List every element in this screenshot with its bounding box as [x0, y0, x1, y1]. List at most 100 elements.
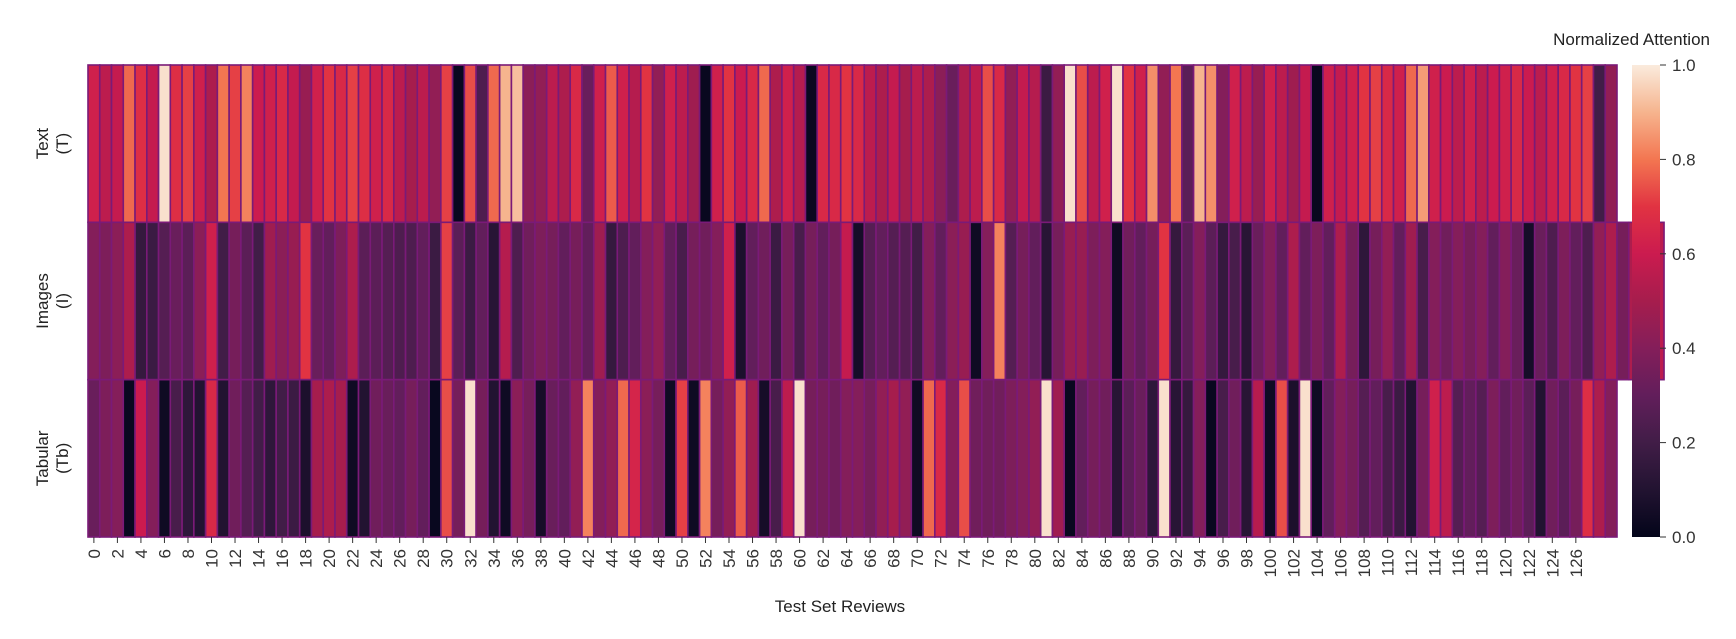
heatmap-cell: [204, 64, 219, 224]
heatmap-cell: [1075, 221, 1089, 381]
heatmap-cell: [1451, 64, 1465, 224]
heatmap-cell: [1428, 64, 1442, 224]
heatmap-cell: [745, 64, 760, 224]
x-tick-label: 96: [1214, 549, 1233, 568]
heatmap-cell: [522, 378, 536, 538]
heatmap-cell: [1228, 64, 1242, 224]
heatmap-cell: [1063, 378, 1077, 538]
heatmap-cell: [863, 221, 877, 381]
heatmap-cell: [1039, 64, 1054, 224]
heatmap-cell: [581, 221, 595, 381]
heatmap-cell: [1216, 64, 1230, 224]
heatmap-cell: [1275, 221, 1289, 381]
heatmap-cell: [1063, 221, 1077, 381]
x-tick-label: 50: [673, 549, 692, 568]
heatmap-cell: [440, 64, 454, 224]
heatmap-cell: [1463, 378, 1477, 538]
heatmap-cell: [251, 221, 266, 381]
heatmap-cell: [1286, 64, 1301, 224]
colorbar-tick-label: 0.8: [1672, 150, 1696, 169]
heatmap-cell: [545, 221, 560, 381]
heatmap-cell: [757, 221, 771, 381]
x-tick-label: 52: [696, 549, 715, 568]
heatmap-cell: [1145, 378, 1160, 538]
heatmap-cell: [1286, 221, 1301, 381]
heatmap-cell: [1416, 221, 1430, 381]
x-tick-label: 0: [85, 549, 104, 558]
heatmap-cell: [298, 64, 313, 224]
colorbar-tick-label: 1.0: [1672, 56, 1696, 75]
heatmap-cells: [87, 64, 1665, 538]
heatmap-cell: [345, 378, 360, 538]
heatmap-cell: [957, 221, 971, 381]
heatmap-cell: [969, 64, 983, 224]
heatmap-cell: [169, 221, 183, 381]
heatmap-cell: [216, 64, 230, 224]
heatmap-cell: [110, 64, 125, 224]
heatmap-cell: [1580, 64, 1595, 224]
heatmap-cell: [945, 221, 960, 381]
x-tick-label: 46: [626, 549, 645, 568]
heatmap-cell: [1322, 378, 1336, 538]
heatmap-cell: [204, 378, 219, 538]
heatmap-cell: [251, 378, 266, 538]
x-tick-label: 58: [767, 549, 786, 568]
x-tick-label: 14: [250, 549, 269, 568]
heatmap-cell: [1028, 378, 1042, 538]
heatmap-cell: [934, 378, 948, 538]
heatmap-cell: [98, 221, 113, 381]
heatmap-cell: [1181, 378, 1195, 538]
x-tick-label: 118: [1473, 549, 1492, 576]
heatmap-cell: [381, 221, 395, 381]
heatmap-cell: [1298, 378, 1313, 538]
heatmap-cell: [1192, 64, 1207, 224]
heatmap-cell: [1533, 221, 1548, 381]
heatmap-cell: [616, 64, 630, 224]
heatmap-cell: [1569, 221, 1583, 381]
heatmap-cell: [710, 64, 724, 224]
heatmap-cell: [675, 64, 689, 224]
heatmap-cell: [1557, 221, 1571, 381]
x-tick-label: 100: [1261, 549, 1280, 577]
heatmap-cell: [1392, 64, 1407, 224]
heatmap-cell: [675, 221, 689, 381]
heatmap-cell: [1345, 221, 1360, 381]
x-tick-label: 24: [367, 549, 386, 568]
x-tick-label: 22: [344, 549, 363, 568]
colorbar-gradient: [1632, 65, 1660, 537]
heatmap-cell: [298, 221, 313, 381]
heatmap-cell: [134, 64, 148, 224]
heatmap-cell: [969, 378, 983, 538]
heatmap-cell: [675, 378, 689, 538]
x-tick-label: 6: [155, 549, 174, 558]
heatmap-cell: [1157, 378, 1171, 538]
heatmap-cell: [1086, 221, 1101, 381]
heatmap-cell: [1333, 64, 1348, 224]
colorbar-title: Normalized Attention: [1553, 30, 1710, 49]
x-tick-label: 44: [602, 549, 621, 568]
x-tick-label: 64: [838, 549, 857, 568]
heatmap-cell: [240, 221, 254, 381]
x-tick-label: 70: [908, 549, 927, 568]
heatmap-cell: [146, 378, 160, 538]
heatmap-cell: [957, 378, 971, 538]
heatmap-cell: [1357, 64, 1371, 224]
heatmap-cell: [1451, 378, 1465, 538]
heatmap-cell: [228, 378, 242, 538]
x-tick-label: 42: [579, 549, 598, 568]
heatmap-cell: [663, 221, 677, 381]
heatmap-cell: [1298, 64, 1313, 224]
heatmap-cell: [1204, 64, 1218, 224]
heatmap-cell: [1345, 378, 1360, 538]
heatmap-cell: [628, 221, 642, 381]
colorbar-tick-label: 0.2: [1672, 434, 1696, 453]
heatmap-cell: [298, 378, 313, 538]
x-tick-label: 122: [1520, 549, 1539, 577]
row-labels: Text(T) Images(I) Tabular(Tb): [33, 128, 72, 486]
heatmap-cell: [110, 221, 125, 381]
heatmap-cell: [1569, 378, 1583, 538]
heatmap-cell: [1580, 221, 1595, 381]
x-tick-label: 40: [555, 549, 574, 568]
x-tick-label: 112: [1402, 549, 1421, 576]
heatmap-cell: [1145, 221, 1160, 381]
